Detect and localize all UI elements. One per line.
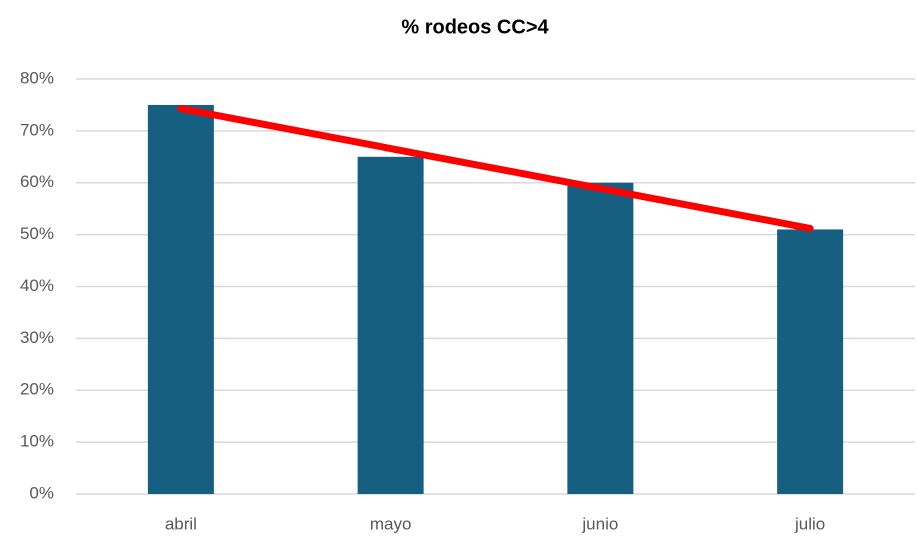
y-tick-label: 40% xyxy=(20,276,54,295)
y-tick-label: 30% xyxy=(20,328,54,347)
x-tick-label: julio xyxy=(794,514,825,533)
x-tick-label: mayo xyxy=(370,514,412,533)
x-tick-label: junio xyxy=(581,514,618,533)
bar xyxy=(357,156,424,494)
y-tick-label: 0% xyxy=(29,483,54,502)
bar xyxy=(147,104,214,494)
y-tick-label: 10% xyxy=(20,432,54,451)
y-tick-label: 70% xyxy=(20,120,54,139)
x-tick-label: abril xyxy=(165,514,197,533)
chart-title: % rodeos CC>4 xyxy=(401,16,549,38)
y-tick-label: 20% xyxy=(20,380,54,399)
y-tick-label: 60% xyxy=(20,172,54,191)
y-tick-label: 80% xyxy=(20,68,54,87)
bar xyxy=(777,229,844,494)
trendline xyxy=(177,105,814,232)
y-tick-label: 50% xyxy=(20,224,54,243)
bar xyxy=(567,182,634,494)
